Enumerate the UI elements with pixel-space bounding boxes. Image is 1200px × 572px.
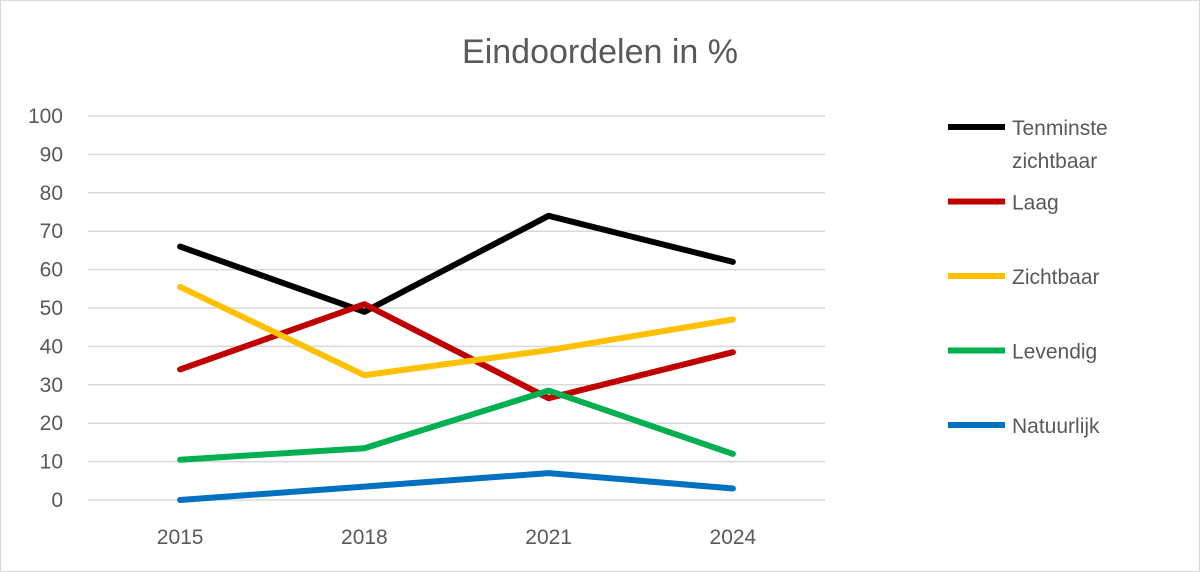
x-tick-label: 2015 (157, 526, 204, 549)
y-tick-label: 80 (40, 182, 63, 205)
chart-title: Eindoordelen in % (462, 33, 738, 71)
legend: Tenminste zichtbaar Laag Zichtbaar Levendig N… (948, 117, 1108, 438)
legend-label: Tenminste (1012, 117, 1108, 140)
x-axis-ticks: 2015 2018 2021 2024 (157, 526, 757, 549)
legend-label: Zichtbaar (1012, 266, 1100, 289)
x-tick-label: 2021 (525, 526, 572, 549)
legend-item: Zichtbaar (948, 266, 1100, 289)
series-line (177, 283, 736, 379)
gridlines (88, 115, 825, 501)
legend-item: Tenminste zichtbaar (948, 117, 1108, 173)
legend-label: zichtbaar (1012, 150, 1097, 173)
y-tick-label: 50 (40, 297, 63, 320)
legend-label: Laag (1012, 192, 1059, 215)
legend-item: Laag (948, 192, 1059, 215)
x-tick-label: 2024 (710, 526, 757, 549)
y-tick-label: 20 (40, 412, 63, 435)
y-tick-label: 90 (40, 143, 63, 166)
y-tick-label: 70 (40, 220, 63, 243)
legend-item: Natuurlijk (948, 415, 1100, 438)
series-line (177, 301, 736, 402)
series-lines (177, 212, 736, 503)
x-tick-label: 2018 (341, 526, 388, 549)
series-line (177, 387, 736, 463)
series-line (177, 470, 736, 503)
legend-item: Levendig (948, 341, 1097, 364)
y-tick-label: 0 (51, 489, 63, 512)
legend-label: Natuurlijk (1012, 415, 1100, 438)
legend-label: Levendig (1012, 341, 1097, 364)
y-tick-label: 10 (40, 451, 63, 474)
y-tick-label: 60 (40, 259, 63, 282)
series-line (177, 212, 736, 315)
y-tick-label: 30 (40, 374, 63, 397)
y-tick-label: 100 (28, 105, 63, 128)
y-tick-label: 40 (40, 335, 63, 358)
y-axis-ticks: 0 10 20 30 40 50 60 70 80 90 100 (28, 105, 63, 512)
